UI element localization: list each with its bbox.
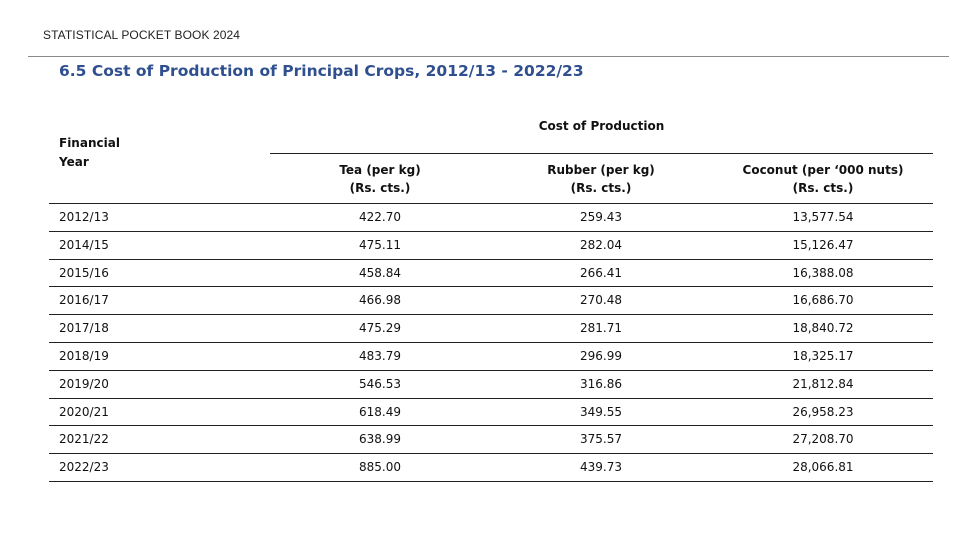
header-divider (28, 56, 949, 57)
table-row: 2015/16 458.84 266.41 16,388.08 (49, 260, 933, 288)
year-cell: 2012/13 (59, 210, 109, 224)
rubber-cell: 259.43 (580, 210, 622, 224)
rubber-cell: 281.71 (580, 321, 622, 336)
tea-cell: 546.53 (359, 376, 401, 391)
table-row: 2022/23 885.00 439.73 28,066.81 (49, 454, 933, 482)
year-cell: 2018/19 (59, 348, 109, 363)
coconut-cell: 28,066.81 (792, 460, 854, 475)
rubber-cell: 375.57 (580, 432, 622, 447)
table-row: 2018/19 483.79 296.99 18,325.17 (49, 343, 933, 371)
tea-cell: 458.84 (359, 265, 401, 280)
rubber-column-unit: (Rs. cts.) (570, 181, 632, 195)
table-row: 2016/17 466.98 270.48 16,686.70 (49, 287, 933, 316)
rubber-column-name: Rubber (per kg) (547, 163, 655, 177)
table-row: 2020/21 618.49 349.55 26,958.23 (49, 399, 933, 427)
tea-cell: 618.49 (359, 404, 401, 419)
year-cell: 2021/22 (59, 432, 109, 447)
coconut-cell: 16,686.70 (792, 293, 854, 308)
coconut-cell: 27,208.70 (792, 432, 854, 447)
tea-column-name: Tea (per kg) (339, 163, 421, 177)
year-cell: 2016/17 (59, 293, 109, 308)
table-row: 2012/13 422.70 259.43 13,577.54 (49, 204, 933, 232)
financial-year-header-line-2: Year (59, 155, 89, 169)
coconut-cell: 15,126.47 (792, 237, 854, 252)
financial-year-header-line-1: Financial (59, 136, 120, 150)
year-cell: 2017/18 (59, 321, 109, 336)
rubber-cell: 296.99 (580, 348, 622, 363)
rubber-cell: 349.55 (580, 404, 622, 419)
year-cell: 2014/15 (59, 237, 109, 252)
page-title: 6.5 Cost of Production of Principal Crop… (59, 62, 584, 80)
tea-cell: 475.11 (359, 237, 401, 252)
year-cell: 2020/21 (59, 404, 109, 419)
rubber-cell: 439.73 (580, 460, 622, 475)
table-row: 2021/22 638.99 375.57 27,208.70 (49, 426, 933, 455)
rubber-cell: 270.48 (580, 293, 622, 308)
coconut-cell: 26,958.23 (792, 404, 854, 419)
tea-cell: 475.29 (359, 321, 401, 336)
coconut-cell: 13,577.54 (792, 210, 854, 224)
tea-cell: 466.98 (359, 293, 401, 308)
tea-column-header: Tea (per kg) (Rs. cts.) (290, 161, 470, 197)
table-row: 2014/15 475.11 282.04 15,126.47 (49, 232, 933, 260)
cost-of-production-header: Cost of Production (538, 119, 665, 133)
financial-year-header: Financial Year (59, 134, 120, 172)
coconut-column-unit: (Rs. cts.) (792, 181, 854, 195)
rubber-cell: 266.41 (580, 265, 622, 280)
tea-cell: 483.79 (359, 348, 401, 363)
table-header-rule (49, 203, 933, 204)
rubber-cell: 316.86 (580, 376, 622, 391)
rubber-cell: 282.04 (580, 237, 622, 252)
tea-cell: 885.00 (359, 460, 401, 475)
year-cell: 2019/20 (59, 376, 109, 391)
year-cell: 2015/16 (59, 265, 109, 280)
rubber-column-header: Rubber (per kg) (Rs. cts.) (511, 161, 691, 197)
coconut-column-name: Coconut (per ‘000 nuts) (742, 163, 904, 177)
running-head: STATISTICAL POCKET BOOK 2024 (43, 28, 241, 42)
table-body: 2012/13 422.70 259.43 13,577.54 2014/15 … (49, 204, 933, 482)
coconut-cell: 18,840.72 (792, 321, 854, 336)
group-header-rule (270, 153, 933, 154)
coconut-cell: 21,812.84 (792, 376, 854, 391)
coconut-cell: 16,388.08 (792, 265, 854, 280)
tea-column-unit: (Rs. cts.) (349, 181, 411, 195)
coconut-column-header: Coconut (per ‘000 nuts) (Rs. cts.) (723, 161, 923, 197)
year-cell: 2022/23 (59, 460, 109, 475)
coconut-cell: 18,325.17 (792, 348, 854, 363)
table-row: 2017/18 475.29 281.71 18,840.72 (49, 315, 933, 343)
tea-cell: 638.99 (359, 432, 401, 447)
tea-cell: 422.70 (359, 210, 401, 224)
table-row: 2019/20 546.53 316.86 21,812.84 (49, 371, 933, 399)
